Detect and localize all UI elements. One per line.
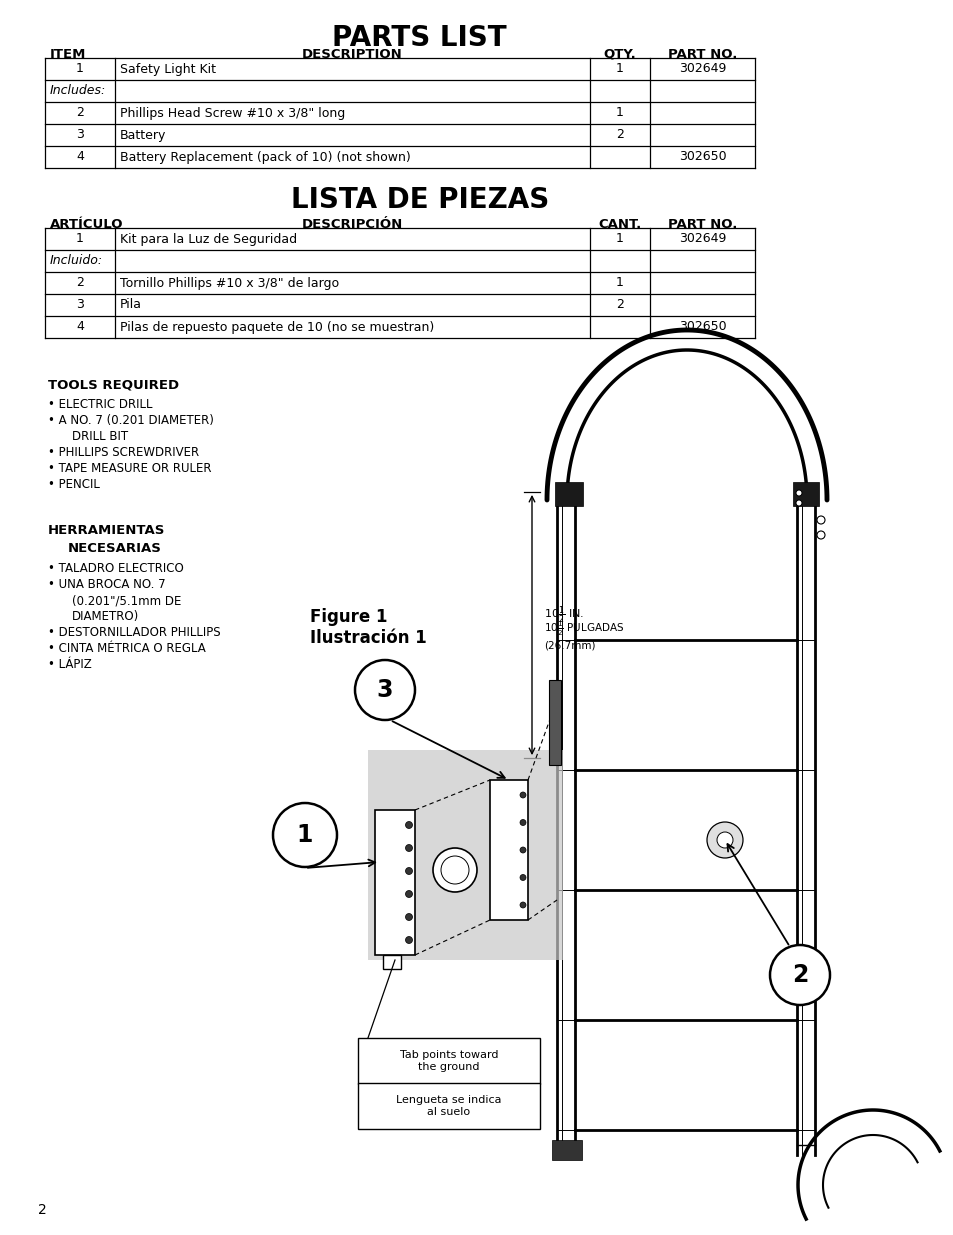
Text: (0.201"/5.1mm DE: (0.201"/5.1mm DE [71,594,181,606]
Text: ITEM: ITEM [50,47,87,61]
Bar [555,482,582,506]
FancyBboxPatch shape [357,1037,539,1084]
Text: • TALADRO ELECTRICO: • TALADRO ELECTRICO [48,562,184,576]
Bar [490,781,527,920]
Text: 4: 4 [76,321,84,333]
Circle shape [519,847,525,853]
Circle shape [769,945,829,1005]
Circle shape [405,845,412,851]
Text: Figure 1
Ilustración 1: Figure 1 Ilustración 1 [310,608,426,647]
Circle shape [795,490,801,496]
Circle shape [433,848,476,892]
Text: Battery: Battery [120,128,166,142]
Text: 2: 2 [76,106,84,120]
Text: 2: 2 [76,277,84,289]
Text: 302649: 302649 [679,63,725,75]
Text: Phillips Head Screw #10 x 3/8" long: Phillips Head Screw #10 x 3/8" long [120,106,345,120]
Circle shape [440,856,469,884]
Text: PART NO.: PART NO. [667,217,737,231]
Bar [557,488,575,1155]
Text: Incluido:: Incluido: [50,254,103,268]
Text: DIAMETRO): DIAMETRO) [71,610,139,622]
Text: • ELECTRIC DRILL: • ELECTRIC DRILL [48,398,152,411]
Text: DESCRIPTION: DESCRIPTION [302,47,402,61]
Text: CANT.: CANT. [598,217,641,231]
Text: 302649: 302649 [679,232,725,246]
Text: ARTÍCULO: ARTÍCULO [50,217,123,231]
Text: 2: 2 [791,963,807,987]
Text: 1: 1 [616,106,623,120]
Text: 2: 2 [616,128,623,142]
Circle shape [273,803,336,867]
Text: 10$\frac{1}{2}$ IN.: 10$\frac{1}{2}$ IN. [543,604,583,626]
Text: Lengueta se indica
al suelo: Lengueta se indica al suelo [395,1095,501,1116]
Text: Safety Light Kit: Safety Light Kit [120,63,215,75]
Text: NECESARIAS: NECESARIAS [68,542,162,555]
Text: 1: 1 [76,232,84,246]
Text: PARTS LIST: PARTS LIST [332,23,507,52]
Bar [552,1140,581,1160]
Text: LISTA DE PIEZAS: LISTA DE PIEZAS [291,186,548,214]
Text: TOOLS REQUIRED: TOOLS REQUIRED [48,378,179,391]
Text: DRILL BIT: DRILL BIT [71,430,128,443]
Circle shape [519,874,525,881]
Text: • LÁPIZ: • LÁPIZ [48,658,91,671]
Circle shape [405,867,412,874]
Bar [796,488,814,1155]
Text: • TAPE MEASURE OR RULER: • TAPE MEASURE OR RULER [48,462,212,475]
Text: 302650: 302650 [678,321,725,333]
Text: 1: 1 [616,277,623,289]
Text: 2: 2 [616,299,623,311]
Bar [792,482,818,506]
Circle shape [519,820,525,825]
Text: Tab points toward
the ground: Tab points toward the ground [399,1050,497,1072]
Bar [375,810,415,955]
Text: • PENCIL: • PENCIL [48,478,100,492]
Text: 302650: 302650 [678,151,725,163]
Circle shape [405,821,412,829]
Circle shape [519,902,525,908]
Text: 1: 1 [616,63,623,75]
Text: 1: 1 [616,232,623,246]
Text: DESCRIPCIÓN: DESCRIPCIÓN [301,217,403,231]
Text: • PHILLIPS SCREWDRIVER: • PHILLIPS SCREWDRIVER [48,446,199,459]
Circle shape [717,832,732,848]
Circle shape [405,890,412,898]
Text: 4: 4 [76,151,84,163]
Circle shape [405,914,412,920]
Text: • A NO. 7 (0.201 DIAMETER): • A NO. 7 (0.201 DIAMETER) [48,414,213,427]
Text: 3: 3 [76,299,84,311]
Text: • DESTORNILLADOR PHILLIPS: • DESTORNILLADOR PHILLIPS [48,626,220,638]
Text: 1: 1 [76,63,84,75]
Text: 1: 1 [296,823,313,847]
Text: PART NO.: PART NO. [667,47,737,61]
Bar [382,955,400,969]
Text: 3: 3 [376,678,393,701]
Text: 3: 3 [76,128,84,142]
Text: QTY.: QTY. [603,47,636,61]
Circle shape [816,531,824,538]
Text: Tornillo Phillips #10 x 3/8" de largo: Tornillo Phillips #10 x 3/8" de largo [120,277,338,289]
Text: Pila: Pila [120,299,142,311]
Text: 2: 2 [38,1203,47,1216]
Circle shape [405,936,412,944]
Circle shape [795,500,801,506]
FancyBboxPatch shape [357,1083,539,1129]
Text: • UNA BROCA NO. 7: • UNA BROCA NO. 7 [48,578,166,592]
Circle shape [519,792,525,798]
Text: HERRAMIENTAS: HERRAMIENTAS [48,524,165,537]
Text: Includes:: Includes: [50,84,106,98]
Bar [548,680,560,764]
FancyBboxPatch shape [368,750,562,960]
Text: Kit para la Luz de Seguridad: Kit para la Luz de Seguridad [120,232,296,246]
Text: Pilas de repuesto paquete de 10 (no se muestran): Pilas de repuesto paquete de 10 (no se m… [120,321,434,333]
Text: 10$\frac{1}{2}$ PULGADAS
(26.7mm): 10$\frac{1}{2}$ PULGADAS (26.7mm) [543,620,623,650]
Circle shape [816,516,824,524]
Circle shape [706,823,742,858]
Text: • CINTA MÉTRICA O REGLA: • CINTA MÉTRICA O REGLA [48,642,206,655]
Circle shape [355,659,415,720]
Text: Battery Replacement (pack of 10) (not shown): Battery Replacement (pack of 10) (not sh… [120,151,411,163]
